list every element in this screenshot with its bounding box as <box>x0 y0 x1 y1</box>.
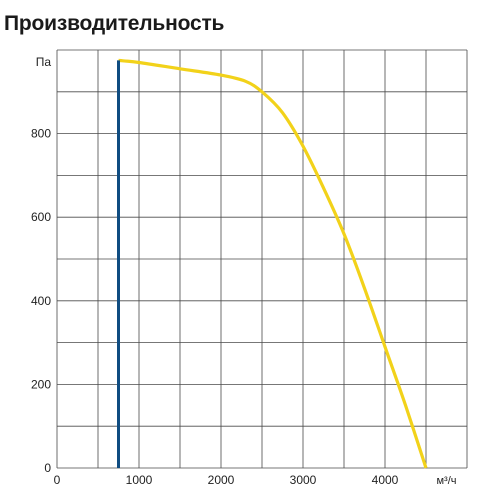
y-tick-label: 400 <box>31 294 51 308</box>
y-axis-label: Па <box>36 55 52 69</box>
y-tick-label: 800 <box>31 127 51 141</box>
x-tick-label: 2000 <box>208 473 235 487</box>
x-tick-label: 0 <box>54 473 61 487</box>
chart-title: Производительность <box>4 12 225 35</box>
x-axis-label: м³/ч <box>436 475 456 487</box>
y-tick-label: 600 <box>31 210 51 224</box>
y-tick-label: 0 <box>44 461 51 475</box>
x-tick-label: 3000 <box>290 473 317 487</box>
x-tick-label: 4000 <box>372 473 399 487</box>
performance-curve <box>118 58 428 469</box>
x-tick-label: 1000 <box>126 473 153 487</box>
y-tick-label: 200 <box>31 377 51 391</box>
